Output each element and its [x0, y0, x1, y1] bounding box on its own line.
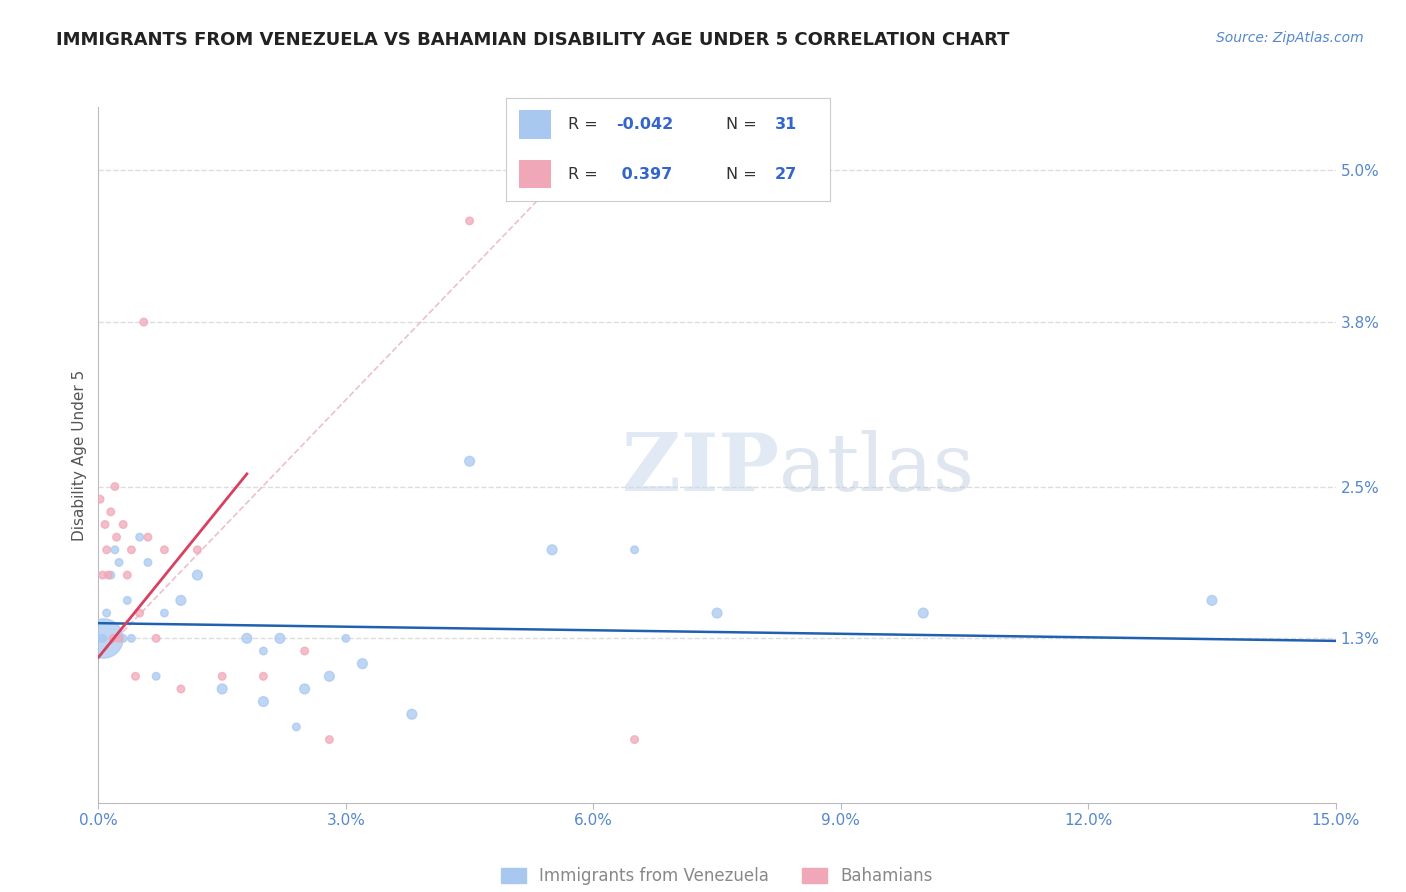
Point	[96, 542, 118, 557]
Point	[89, 492, 111, 507]
Text: atlas: atlas	[779, 430, 974, 508]
Point	[294, 644, 316, 658]
Point	[318, 732, 340, 747]
Text: Source: ZipAtlas.com: Source: ZipAtlas.com	[1216, 31, 1364, 45]
Point	[120, 632, 142, 646]
Point	[541, 542, 564, 557]
Point	[117, 593, 139, 607]
Point	[112, 632, 135, 646]
Point	[252, 644, 274, 658]
Point	[252, 695, 274, 709]
Text: 0.397: 0.397	[616, 167, 672, 182]
Point	[145, 669, 167, 683]
Point	[170, 593, 193, 607]
Point	[170, 681, 193, 696]
Point	[120, 542, 142, 557]
Point	[294, 681, 316, 696]
Point	[912, 606, 935, 620]
Point	[94, 517, 117, 532]
Point	[104, 479, 127, 493]
Point	[335, 632, 357, 646]
Point	[318, 669, 340, 683]
Point	[136, 556, 159, 570]
Point	[117, 568, 139, 582]
Point	[211, 681, 233, 696]
Point	[236, 632, 259, 646]
Point	[100, 568, 122, 582]
Point	[269, 632, 291, 646]
Point	[623, 542, 645, 557]
Point	[252, 669, 274, 683]
Text: R =: R =	[568, 167, 603, 182]
Text: ZIP: ZIP	[621, 430, 779, 508]
Point	[100, 505, 122, 519]
Point	[108, 632, 131, 646]
Point	[128, 606, 150, 620]
Point	[103, 632, 125, 646]
Point	[105, 530, 128, 544]
Point	[145, 632, 167, 646]
Point	[91, 568, 114, 582]
Point	[91, 632, 114, 646]
Text: R =: R =	[568, 117, 603, 132]
Point	[285, 720, 308, 734]
Point	[458, 454, 481, 468]
Bar	[519, 160, 551, 188]
Point	[112, 517, 135, 532]
Point	[136, 530, 159, 544]
Text: -0.042: -0.042	[616, 117, 673, 132]
Point	[458, 214, 481, 228]
Legend: Immigrants from Venezuela, Bahamians: Immigrants from Venezuela, Bahamians	[495, 861, 939, 892]
Point	[124, 669, 146, 683]
Y-axis label: Disability Age Under 5: Disability Age Under 5	[72, 369, 87, 541]
Point	[91, 632, 114, 646]
Bar	[519, 111, 551, 139]
Point	[128, 530, 150, 544]
Text: 27: 27	[775, 167, 797, 182]
Point	[186, 542, 208, 557]
Point	[352, 657, 374, 671]
Point	[97, 568, 120, 582]
Text: N =: N =	[725, 167, 762, 182]
Point	[104, 542, 127, 557]
Point	[108, 556, 131, 570]
Text: IMMIGRANTS FROM VENEZUELA VS BAHAMIAN DISABILITY AGE UNDER 5 CORRELATION CHART: IMMIGRANTS FROM VENEZUELA VS BAHAMIAN DI…	[56, 31, 1010, 49]
Point	[401, 707, 423, 722]
Point	[96, 606, 118, 620]
Point	[1201, 593, 1223, 607]
Point	[153, 542, 176, 557]
Point	[153, 606, 176, 620]
Point	[706, 606, 728, 620]
Point	[132, 315, 155, 329]
Point	[186, 568, 208, 582]
Point	[623, 732, 645, 747]
Text: N =: N =	[725, 117, 762, 132]
Point	[211, 669, 233, 683]
Text: 31: 31	[775, 117, 797, 132]
